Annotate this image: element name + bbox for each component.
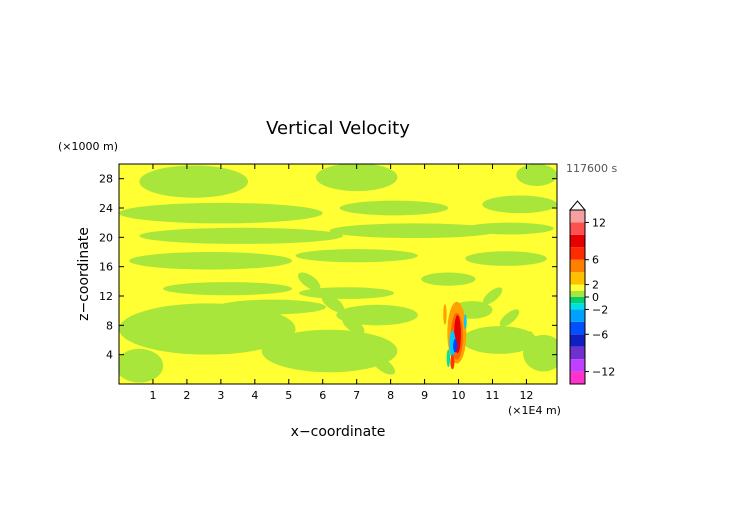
field-patch bbox=[295, 249, 418, 263]
y-tick-label: 12 bbox=[99, 290, 113, 303]
field-patch bbox=[523, 334, 557, 372]
x-unit-label: (×1E4 m) bbox=[508, 404, 561, 417]
y-tick-label: 24 bbox=[99, 202, 113, 215]
field-patch bbox=[342, 316, 365, 335]
colorbar: 12 6 20−2 −6 −12 bbox=[568, 200, 615, 385]
x-tick-label: 1 bbox=[149, 389, 156, 402]
field-patch bbox=[465, 222, 554, 235]
x-tick-label: 5 bbox=[285, 389, 292, 402]
colorbar-tick-label: −12 bbox=[592, 366, 615, 379]
colorbar-band bbox=[570, 321, 585, 335]
field-patch bbox=[465, 251, 547, 266]
colorbar-band bbox=[570, 222, 585, 235]
field-patch bbox=[516, 164, 557, 186]
field-patch bbox=[315, 164, 398, 192]
colorbar-band bbox=[570, 303, 585, 310]
y-unit-label: (×1000 m) bbox=[58, 140, 118, 153]
field-patch bbox=[336, 304, 418, 326]
field-patch bbox=[329, 223, 500, 239]
field-patch bbox=[421, 272, 476, 286]
y-tick-label: 20 bbox=[99, 231, 113, 244]
field-patch bbox=[446, 349, 451, 368]
colorbar-band bbox=[570, 290, 585, 297]
y-tick-label: 4 bbox=[106, 349, 113, 362]
y-axis-label: z−coordinate bbox=[76, 227, 92, 321]
x-axis: 1 2 3 4 5 6 7 8 9 10 11 12 bbox=[149, 164, 533, 402]
colorbar-band bbox=[570, 234, 585, 248]
colorbar-tick-label: −2 bbox=[592, 303, 608, 316]
x-tick-label: 11 bbox=[485, 389, 499, 402]
colorbar-band bbox=[570, 359, 585, 372]
colorbar-band bbox=[570, 259, 585, 273]
colorbar-band bbox=[570, 334, 585, 347]
plot-frame bbox=[118, 163, 558, 385]
field-patch bbox=[163, 282, 293, 296]
colorbar-band bbox=[570, 284, 585, 291]
field-patch bbox=[139, 165, 249, 198]
field-patch bbox=[297, 272, 321, 291]
colorbar-band bbox=[570, 297, 585, 304]
x-tick-label: 3 bbox=[217, 389, 224, 402]
x-axis-label: x−coordinate bbox=[291, 424, 386, 440]
y-axis: 4 8 12 16 20 24 28 bbox=[99, 173, 557, 362]
x-tick-label: 12 bbox=[519, 389, 533, 402]
x-tick-label: 10 bbox=[452, 389, 466, 402]
x-tick-label: 7 bbox=[353, 389, 360, 402]
field-patch bbox=[463, 314, 467, 329]
y-tick-label: 8 bbox=[106, 319, 113, 332]
x-tick-label: 4 bbox=[251, 389, 258, 402]
x-tick-label: 6 bbox=[319, 389, 326, 402]
field-patch bbox=[359, 338, 382, 357]
field-patch bbox=[321, 294, 345, 313]
field-patch bbox=[217, 299, 327, 315]
field-patch bbox=[139, 227, 344, 244]
field-patch bbox=[453, 339, 458, 353]
x-tick-label: 9 bbox=[421, 389, 428, 402]
colorbar-tick-label: −6 bbox=[592, 328, 608, 341]
chart-title: Vertical Velocity bbox=[266, 118, 410, 139]
y-tick-label: 28 bbox=[99, 173, 113, 186]
time-label: 117600 s bbox=[566, 162, 617, 175]
field-patch bbox=[513, 331, 533, 349]
field-patch bbox=[499, 309, 520, 327]
colorbar-band bbox=[570, 210, 585, 223]
field-patch bbox=[119, 202, 323, 224]
field-patch bbox=[450, 354, 455, 370]
field-patch bbox=[119, 348, 164, 383]
field-patch bbox=[119, 303, 296, 355]
field-patch bbox=[482, 195, 557, 214]
field-patch bbox=[339, 200, 449, 216]
field-patch bbox=[372, 356, 396, 375]
colorbar-tick-label: 6 bbox=[592, 254, 599, 267]
field-patch bbox=[482, 287, 503, 305]
x-tick-label: 8 bbox=[387, 389, 394, 402]
colorbar-band bbox=[570, 309, 585, 322]
x-tick-label: 2 bbox=[183, 389, 190, 402]
colorbar-tick-label: 2 bbox=[592, 279, 599, 292]
colorbar-band bbox=[570, 371, 585, 384]
colorbar-extend-arrow bbox=[568, 200, 587, 211]
field-patch bbox=[129, 251, 293, 270]
velocity-field bbox=[119, 164, 557, 384]
colorbar-tick-label: 12 bbox=[592, 216, 606, 229]
colorbar-tick-label: 0 bbox=[592, 291, 599, 304]
field-patch bbox=[443, 304, 447, 325]
colorbar-band bbox=[570, 346, 585, 360]
colorbar-band bbox=[570, 247, 585, 260]
y-tick-label: 16 bbox=[99, 261, 113, 274]
colorbar-band bbox=[570, 272, 585, 285]
